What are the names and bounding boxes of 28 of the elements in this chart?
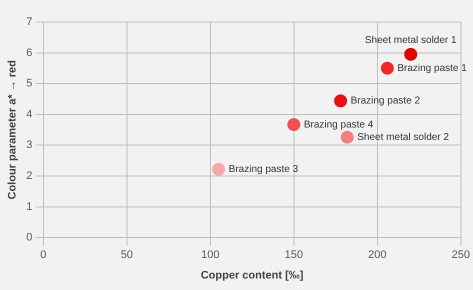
x-axis-title: Copper content [‰] <box>200 269 304 282</box>
series-label: Sheet metal solder 1 <box>364 35 458 46</box>
y-tick-label: 5 <box>26 78 32 90</box>
series-label: Brazing paste 2 <box>350 96 421 107</box>
point <box>287 118 300 132</box>
y-tick-label: 6 <box>26 46 32 59</box>
point <box>380 62 394 75</box>
point <box>404 48 418 61</box>
series-label: Brazing paste 3 <box>228 164 299 175</box>
y-tick-label: 0 <box>26 232 32 244</box>
x-tick-label: 250 <box>452 249 470 262</box>
x-tick-label: 100 <box>201 249 220 262</box>
point <box>340 130 354 144</box>
y-axis-title: Colour parameter a* → red <box>6 60 19 200</box>
series-label: Sheet metal solder 2 <box>357 132 450 143</box>
series-label: Brazing paste 1 <box>397 62 468 74</box>
x-tick-label: 50 <box>120 249 133 262</box>
y-tick-label: 3 <box>26 139 32 152</box>
y-tick-label: 1 <box>26 200 32 213</box>
y-tick-label: 2 <box>26 170 32 182</box>
point <box>334 94 348 108</box>
series-label: Brazing paste 4 <box>304 119 374 130</box>
x-tick-label: 0 <box>40 249 46 262</box>
x-tick-label: 200 <box>368 249 386 262</box>
x-tick-label: 150 <box>284 249 303 262</box>
y-tick-label: 4 <box>26 108 32 120</box>
y-tick-label: 7 <box>26 16 32 28</box>
point <box>212 162 226 176</box>
